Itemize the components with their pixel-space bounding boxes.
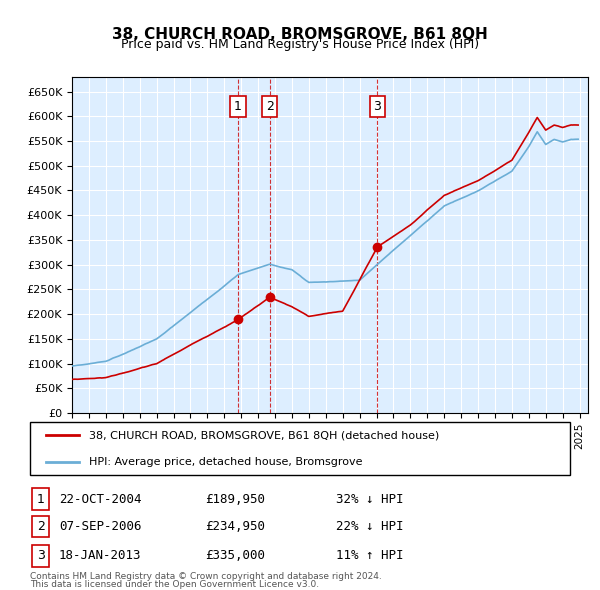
Text: 22% ↓ HPI: 22% ↓ HPI	[337, 520, 404, 533]
FancyBboxPatch shape	[30, 422, 570, 475]
Text: Contains HM Land Registry data © Crown copyright and database right 2024.: Contains HM Land Registry data © Crown c…	[30, 572, 382, 581]
Text: 32% ↓ HPI: 32% ↓ HPI	[337, 493, 404, 506]
Text: Price paid vs. HM Land Registry's House Price Index (HPI): Price paid vs. HM Land Registry's House …	[121, 38, 479, 51]
Text: 3: 3	[373, 100, 382, 113]
Text: £189,950: £189,950	[205, 493, 265, 506]
Text: 2: 2	[37, 520, 45, 533]
Text: 38, CHURCH ROAD, BROMSGROVE, B61 8QH: 38, CHURCH ROAD, BROMSGROVE, B61 8QH	[112, 27, 488, 41]
Text: 07-SEP-2006: 07-SEP-2006	[59, 520, 142, 533]
Text: £335,000: £335,000	[205, 549, 265, 562]
Text: 38, CHURCH ROAD, BROMSGROVE, B61 8QH (detached house): 38, CHURCH ROAD, BROMSGROVE, B61 8QH (de…	[89, 430, 440, 440]
Text: 3: 3	[37, 549, 45, 562]
Text: 11% ↑ HPI: 11% ↑ HPI	[337, 549, 404, 562]
Text: 22-OCT-2004: 22-OCT-2004	[59, 493, 142, 506]
Text: £234,950: £234,950	[205, 520, 265, 533]
Text: 1: 1	[37, 493, 45, 506]
Text: 1: 1	[234, 100, 242, 113]
Text: 2: 2	[266, 100, 274, 113]
Text: 18-JAN-2013: 18-JAN-2013	[59, 549, 142, 562]
Text: This data is licensed under the Open Government Licence v3.0.: This data is licensed under the Open Gov…	[30, 580, 319, 589]
Text: HPI: Average price, detached house, Bromsgrove: HPI: Average price, detached house, Brom…	[89, 457, 363, 467]
